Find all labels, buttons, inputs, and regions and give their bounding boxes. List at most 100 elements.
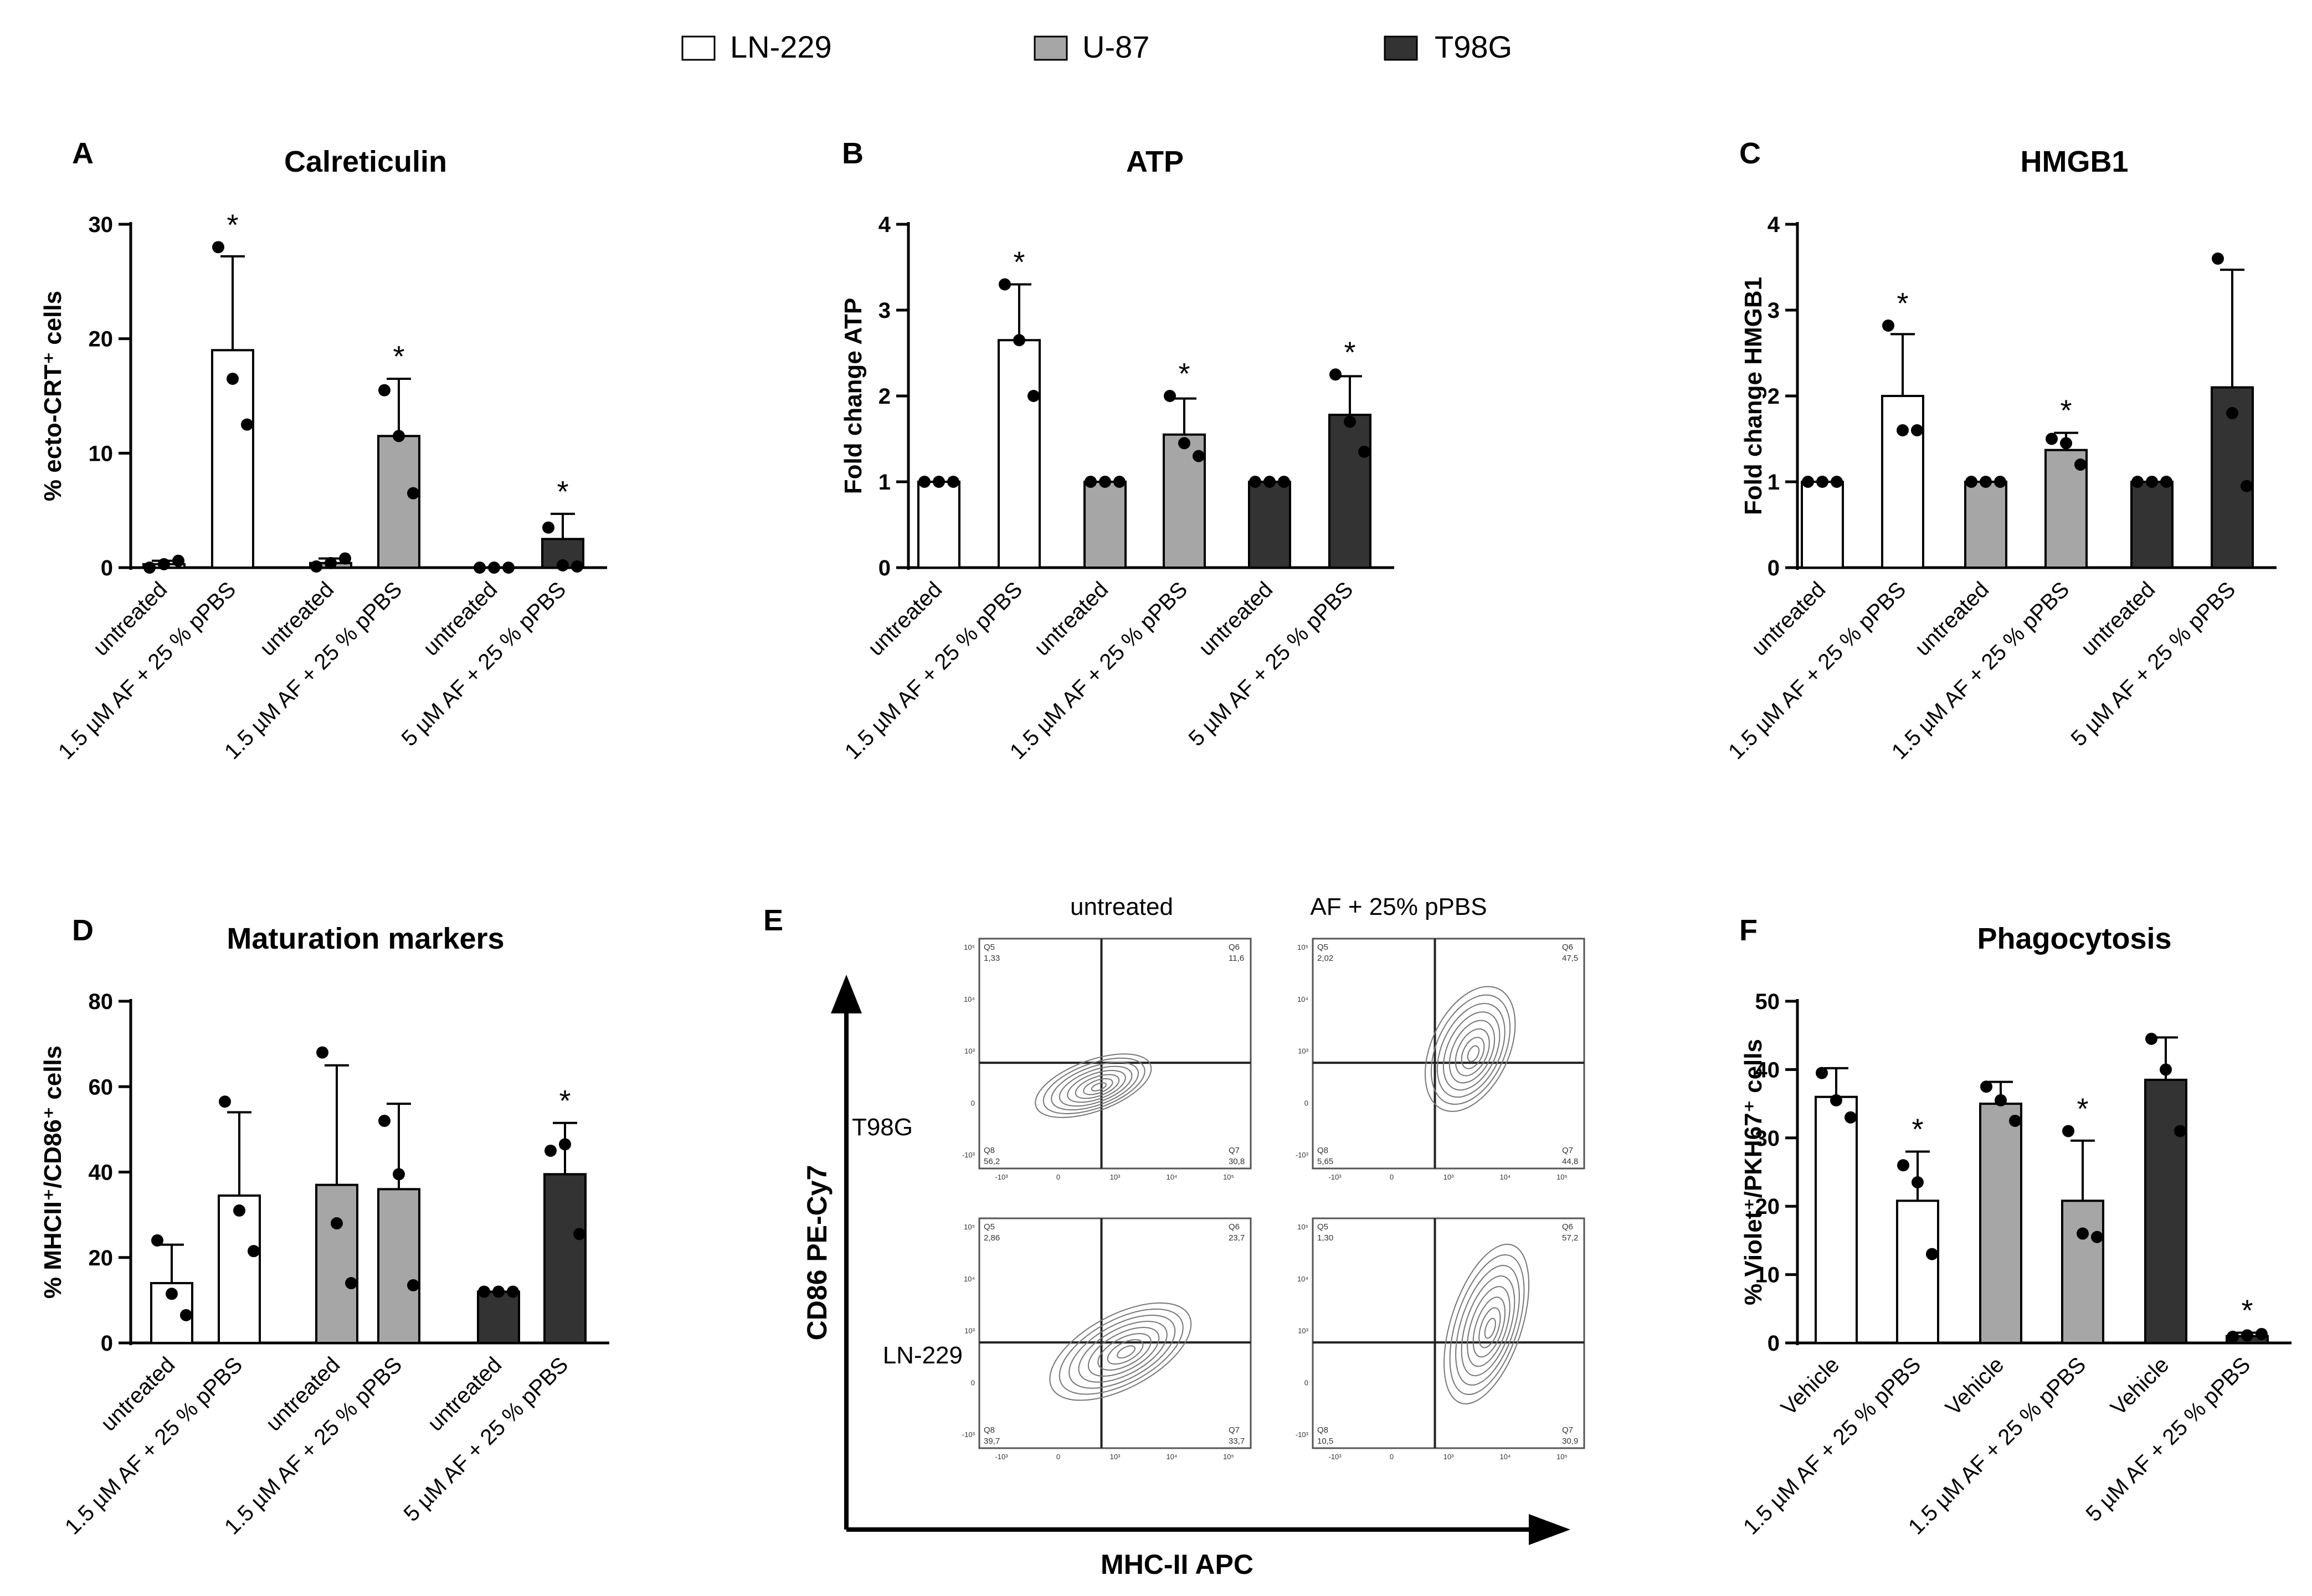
flow-contour-line xyxy=(1078,1321,1168,1383)
panel-b-bar-3 xyxy=(1083,481,1127,569)
panel-c-data-point xyxy=(1965,476,1977,488)
panel-f-letter: F xyxy=(1739,914,1758,947)
panel-c-data-point xyxy=(2241,480,2253,492)
flow-x-tick-label: 10³ xyxy=(1110,1173,1121,1181)
panel-d-data-point xyxy=(233,1204,245,1217)
panel-d-data-point xyxy=(180,1309,192,1321)
flow-plot-t98g-af-25-ppbs: Q5 2,02 Q6 47,5 Q8 5,65 Q7 44,8 -10³ 0 10³ 10⁴ 10⁵ 10… xyxy=(1296,938,1585,1181)
panel-c-data-point xyxy=(1911,424,1923,436)
flow-x-tick-label: -10³ xyxy=(1328,1453,1342,1461)
flow-contour-line xyxy=(1443,1243,1530,1404)
panel-f-title: Phagocytosis xyxy=(1977,922,2171,955)
flow-y-tick-label: 10⁵ xyxy=(1297,943,1308,951)
panel-b-y-tick-label: 3 xyxy=(878,298,891,323)
panel-d-bar-5 xyxy=(477,1290,520,1344)
panel-d-significance-marker: * xyxy=(559,1084,571,1118)
flow-contour-line xyxy=(1455,1028,1490,1077)
flow-quadrant-value-q6: 11,6 xyxy=(1229,954,1244,963)
panel-d-y-tick-label: 40 xyxy=(89,1161,114,1185)
panel-b-title: ATP xyxy=(1126,145,1184,178)
panel-d-y-tick-label: 80 xyxy=(89,990,114,1014)
flow-quadrant-name-q8: Q8 xyxy=(984,1425,995,1435)
panel-c-significance-marker: * xyxy=(1897,287,1908,320)
panel-b-data-point xyxy=(918,476,931,488)
flow-quadrant-value-q7: 33,7 xyxy=(1229,1437,1245,1446)
panel-d-bar-2 xyxy=(218,1194,261,1344)
panel-c-y-tick-label: 0 xyxy=(1768,556,1780,580)
panel-d-data-point xyxy=(378,1114,391,1127)
panel-f-data-point xyxy=(2256,1327,2268,1340)
flow-y-axis-arrowhead xyxy=(831,975,862,1013)
panel-b-significance-marker: * xyxy=(1013,246,1025,279)
panel-f-data-point xyxy=(2091,1231,2103,1243)
panel-f-bar-3 xyxy=(1979,1103,2022,1344)
flow-x-tick-label: 0 xyxy=(1390,1453,1394,1461)
flow-x-tick-label: 10³ xyxy=(1110,1453,1121,1461)
legend: LN-229 U-87 T98G xyxy=(681,29,1512,64)
flow-quadrant-name-q5: Q5 xyxy=(984,1222,995,1232)
panel-f-y-tick-label: 10 xyxy=(1755,1263,1780,1288)
flow-x-tick-label: 10⁴ xyxy=(1166,1173,1177,1181)
panel-c-data-point xyxy=(1994,476,2006,488)
panel-f-data-point xyxy=(1912,1176,1924,1189)
flow-quadrant-name-q7: Q7 xyxy=(1229,1425,1240,1435)
legend-swatch-t98g xyxy=(1384,35,1418,61)
flow-contour-line xyxy=(1091,1082,1107,1092)
legend-swatch-u87 xyxy=(1034,35,1068,61)
flow-plot-frame xyxy=(978,1217,1252,1449)
panel-a-data-point xyxy=(393,430,405,442)
flow-quadrant-value-q8: 56,2 xyxy=(984,1157,1000,1166)
flow-column-label-treated: AF + 25% pPBS xyxy=(1310,893,1487,920)
flow-quadrant-value-q6: 23,7 xyxy=(1229,1233,1245,1243)
panel-f-data-point xyxy=(2227,1330,2239,1343)
flow-column-label-untreated: untreated xyxy=(1070,893,1173,920)
panel-b-bar-2 xyxy=(998,339,1041,569)
panel-f-bar-1 xyxy=(1815,1095,1858,1344)
flow-contour-line xyxy=(1117,1345,1136,1359)
panel-a-data-point xyxy=(241,418,253,431)
panel-c-title: HMGB1 xyxy=(2020,145,2128,178)
flow-contour-line xyxy=(1067,1070,1126,1103)
panel-d-bar-6 xyxy=(543,1173,587,1344)
flow-y-tick-label: 10⁵ xyxy=(964,943,975,951)
flow-quadrant-value-q8: 10,5 xyxy=(1317,1437,1333,1446)
flow-quadrant-value-q8: 39,7 xyxy=(984,1437,1000,1446)
flow-contour-line xyxy=(1484,1317,1496,1339)
flow-contour-line xyxy=(1059,1065,1133,1107)
panel-c-bar-3 xyxy=(1964,481,2007,569)
panel-d-y-tick-label: 20 xyxy=(89,1246,114,1270)
flow-y-tick-label: 0 xyxy=(1304,1378,1308,1387)
panel-c-significance-marker: * xyxy=(2060,394,2072,428)
flow-x-tick-label: -10³ xyxy=(1328,1173,1342,1181)
flow-contour-line xyxy=(1478,1307,1501,1348)
flow-contour-line xyxy=(1461,1275,1515,1377)
flow-x-tick-label: 0 xyxy=(1056,1173,1060,1181)
panel-d-bar-4 xyxy=(377,1188,420,1345)
flow-contour-line xyxy=(1068,1314,1176,1389)
flow-y-tick-label: 10³ xyxy=(964,1047,975,1056)
panel-f-data-point xyxy=(2174,1125,2186,1137)
panel-f-data-point xyxy=(1926,1248,1938,1260)
panel-a-y-axis-label: % ecto-CRT⁺ cells xyxy=(39,291,66,501)
panel-f-data-point xyxy=(2241,1329,2253,1342)
panel-b-data-point xyxy=(1358,445,1370,458)
panel-a-data-point xyxy=(339,552,351,565)
flow-contour-line xyxy=(1448,1020,1496,1084)
panel-d-data-point xyxy=(151,1234,163,1247)
flow-plot-t98g-untreated: Q5 1,33 Q6 11,6 Q8 56,2 Q7 30,8 -10³ 0 10³ 10⁴ 10⁵ 10… xyxy=(962,938,1252,1181)
panel-a-significance-marker: * xyxy=(227,208,238,241)
panel-a-letter: A xyxy=(72,137,94,170)
flow-x-tick-label: 0 xyxy=(1056,1453,1060,1461)
panel-b-data-point xyxy=(1085,476,1097,488)
flow-contour-line xyxy=(1455,1265,1520,1386)
flow-quadrant-name-q8: Q8 xyxy=(1317,1146,1328,1155)
flow-x-tick-label: 10⁵ xyxy=(1556,1173,1568,1181)
flow-x-axis-label: MHC-II APC xyxy=(1101,1549,1253,1580)
panel-d-data-point xyxy=(393,1168,405,1181)
flow-y-tick-label: -10³ xyxy=(1296,1151,1309,1159)
flow-y-tick-label: -10³ xyxy=(1296,1430,1309,1439)
flow-plot-frame xyxy=(978,938,1252,1170)
flow-contour-line xyxy=(1049,1302,1192,1401)
flow-quadrant-name-q5: Q5 xyxy=(1317,943,1328,952)
